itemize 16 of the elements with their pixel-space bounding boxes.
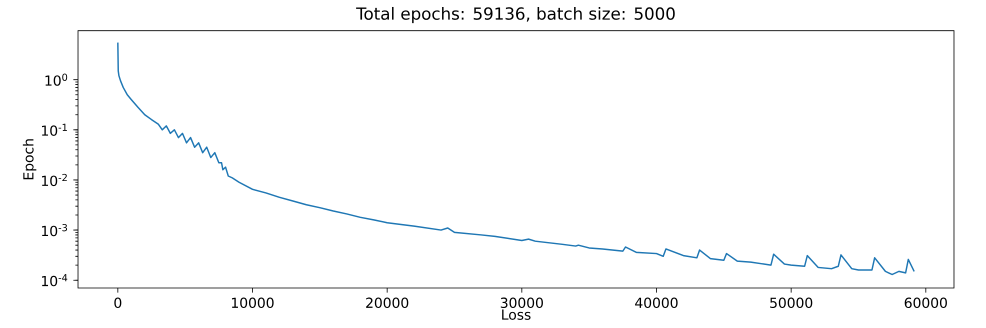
y-tick-label: 10$^{0}$ (46, 74, 68, 86)
y-tick-label: 10$^{-1}$ (42, 124, 67, 136)
chart-title: Total epochs: 59136, batch size: 5000 (356, 6, 675, 24)
y-tick-label: 10$^{-3}$ (42, 224, 68, 236)
x-tick-label: 30000 (500, 298, 543, 308)
y-tick-label: 10$^{-2}$ (42, 174, 67, 186)
x-axis-title: Loss (502, 310, 531, 320)
y-tick-label: 10$^{-4}$ (42, 274, 68, 286)
x-tick-label: 20000 (366, 298, 408, 308)
x-tick-label: 0 (114, 298, 122, 308)
x-tick-label: 40000 (635, 298, 678, 308)
x-tick-label: 10000 (232, 298, 274, 308)
x-tick-label: 60000 (904, 298, 947, 308)
y-axis-title: Epoch (22, 139, 36, 180)
x-tick-label: 50000 (770, 298, 812, 308)
line-series (117, 42, 915, 276)
